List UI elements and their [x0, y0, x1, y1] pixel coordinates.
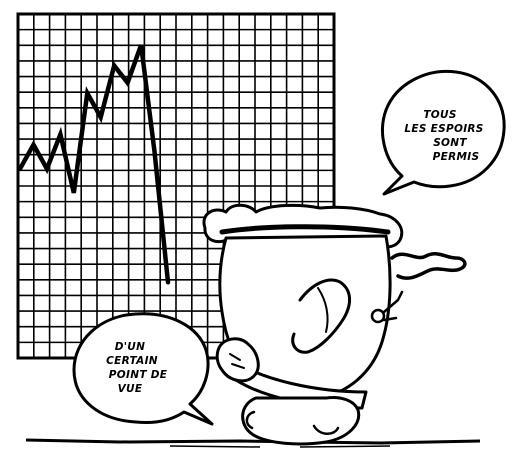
character-sleeve-fold: [317, 287, 329, 333]
ground-shadow: [169, 445, 391, 448]
speech-line: CERTAIN: [106, 355, 158, 367]
character-squiggle: [390, 252, 467, 280]
speech-line: TOUS: [423, 109, 456, 121]
speech-bubble-right-outline: [381, 69, 506, 196]
character-button: [370, 308, 386, 324]
character-nose: [312, 424, 340, 435]
ground-line: [25, 438, 481, 445]
chart-board: [16, 12, 336, 360]
character-cuff-stripe: [219, 224, 391, 235]
speech-line: LES ESPOIRS: [404, 123, 483, 135]
speech-line: PERMIS: [433, 151, 480, 163]
chart-grid: [18, 14, 334, 358]
speech-line: VUE: [118, 383, 143, 395]
character-head: [241, 396, 361, 446]
character-arm: [291, 278, 351, 354]
speech-line: SONT: [433, 137, 467, 149]
chart-trend-line: [17, 44, 171, 285]
character-finger-lines: [229, 353, 245, 369]
character-tab: [382, 290, 404, 322]
speech-line: D'UN: [115, 341, 145, 353]
speech-bubble-right: TOUS LES ESPOIRS SONT PERMIS: [381, 69, 506, 196]
speech-bubble-left-text: D'UN CERTAIN POINT DE VUE: [106, 341, 171, 395]
character-ear: [245, 410, 256, 430]
speech-line: POINT DE: [109, 369, 168, 381]
speech-bubble-left: D'UN CERTAIN POINT DE VUE: [72, 312, 214, 426]
speech-bubble-left-outline: [72, 312, 214, 426]
headstand-character: [202, 203, 467, 446]
speech-bubble-right-text: TOUS LES ESPOIRS SONT PERMIS: [404, 109, 487, 163]
